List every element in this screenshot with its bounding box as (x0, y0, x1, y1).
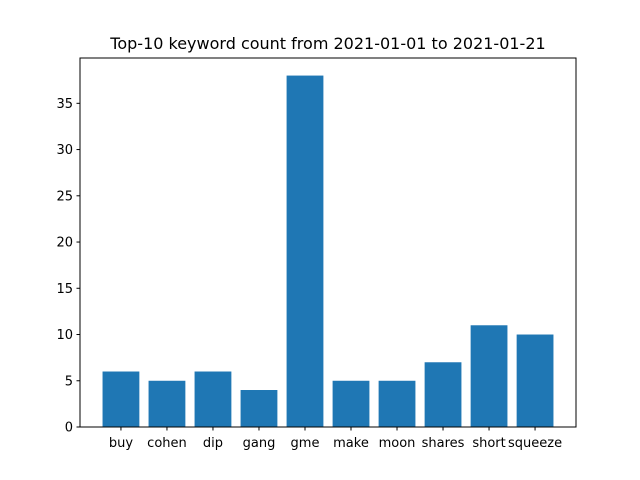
plot-frame (79, 57, 577, 428)
y-tick-label: 20 (56, 236, 73, 251)
y-tick-label: 15 (56, 282, 73, 297)
y-tick-label: 5 (65, 374, 73, 389)
bar-buy (102, 371, 140, 427)
bar-moon (378, 380, 416, 427)
x-axis: buy cohen dip gang gme make moon shares short squ… (109, 427, 562, 451)
x-tick-label: shares (422, 436, 465, 451)
y-axis: 0 5 10 15 20 25 30 35 (56, 97, 80, 436)
chart-title: Top-10 keyword count from 2021-01-01 to … (109, 34, 545, 53)
x-tick-label: gme (291, 436, 320, 451)
bar-make (332, 380, 370, 427)
bar-gme (286, 75, 324, 428)
y-tick-label: 30 (56, 143, 73, 158)
x-tick-label: moon (379, 436, 416, 451)
bars-group (102, 75, 554, 428)
x-tick-label: gang (243, 436, 276, 451)
x-tick-label: make (333, 436, 369, 451)
x-tick-label: buy (109, 436, 133, 451)
bar-dip (194, 371, 232, 427)
y-tick-label: 10 (56, 328, 73, 343)
x-tick-label: cohen (147, 436, 187, 451)
bar-squeeze (516, 334, 554, 427)
x-tick-label: squeeze (508, 436, 562, 451)
y-tick-label: 35 (56, 97, 73, 112)
bar-cohen (148, 380, 186, 427)
y-tick-label: 0 (65, 421, 73, 436)
x-tick-label: dip (203, 436, 223, 451)
bar-gang (240, 390, 278, 427)
bar-shares (424, 362, 462, 427)
y-tick-label: 25 (56, 189, 73, 204)
bar-short (470, 325, 508, 427)
x-tick-label: short (472, 436, 505, 451)
